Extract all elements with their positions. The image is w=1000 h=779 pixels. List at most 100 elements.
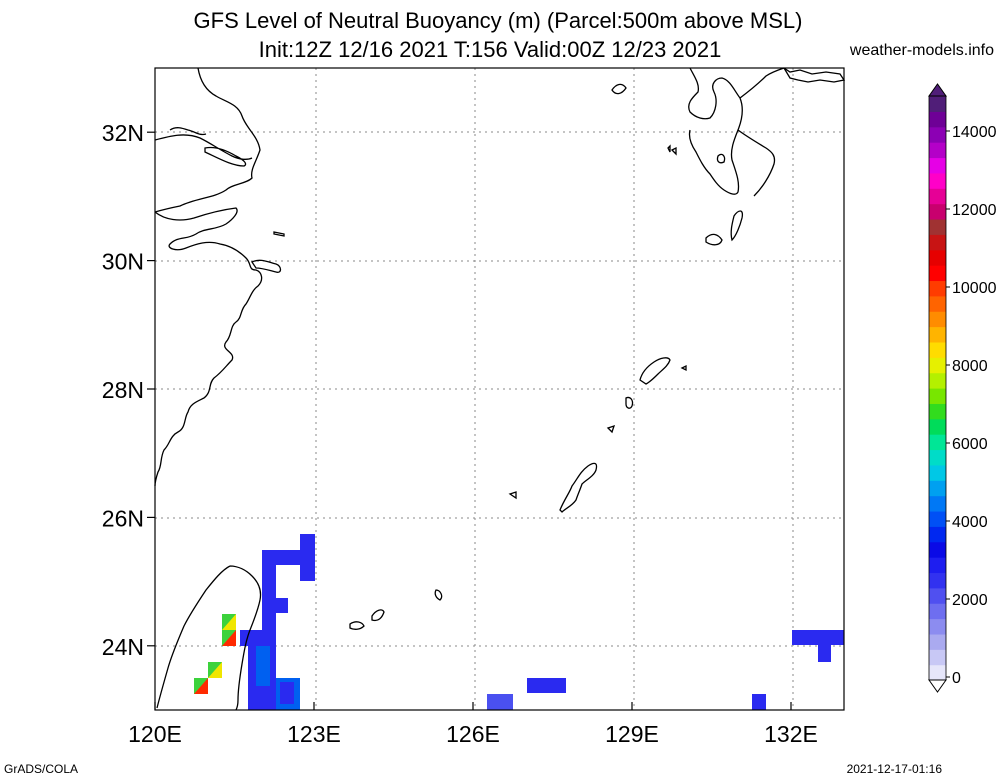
lat-tick-label: 28N <box>102 377 144 403</box>
color-bar-swatch <box>929 572 946 589</box>
coast-isl-2 <box>606 424 616 434</box>
site-credit: weather-models.info <box>849 42 994 59</box>
color-bar-swatch <box>929 541 946 558</box>
coast-taiwan <box>156 565 262 711</box>
lon-tick-label: 123E <box>287 721 341 747</box>
color-bar-swatch <box>929 495 946 512</box>
shade-cell <box>792 630 844 645</box>
color-bar-swatch <box>929 249 946 266</box>
coast-koshiki <box>716 153 726 164</box>
shade-cell <box>818 645 831 662</box>
shade-cell <box>194 678 208 694</box>
coast-miyako <box>349 621 365 630</box>
color-bar: 0 2000 4000 6000 8000 10000 12000 14000 <box>928 83 997 693</box>
color-bar-swatch <box>929 418 946 435</box>
color-bar-swatch <box>929 341 946 358</box>
color-bar-swatch <box>929 188 946 205</box>
coast-isl-nagasaki <box>611 83 627 95</box>
lat-tick-label: 32N <box>102 120 144 146</box>
shade-cell <box>487 694 513 710</box>
coast-yangtze <box>154 134 253 167</box>
coastlines <box>154 67 846 711</box>
color-bar-frame <box>928 95 947 681</box>
shade-cell <box>752 694 766 710</box>
lat-tick-label: 24N <box>102 634 144 660</box>
color-bar-swatch <box>929 280 946 297</box>
coast-yakushima <box>705 233 723 246</box>
coast-goto <box>667 144 677 156</box>
color-bar-label: 2000 <box>952 592 988 609</box>
color-bar-swatch <box>929 649 946 666</box>
coast-isl-3 <box>508 491 517 500</box>
lon-tick-label: 120E <box>128 721 182 747</box>
lon-tick-label: 129E <box>605 721 659 747</box>
color-bar-swatch <box>929 372 946 389</box>
coast-china-north <box>154 67 261 213</box>
map-title: GFS Level of Neutral Buoyancy (m) (Parce… <box>193 8 803 33</box>
coast-amami <box>639 357 671 385</box>
shade-cell <box>208 662 222 678</box>
color-bar-swatch <box>929 111 946 128</box>
buoyancy-shading <box>194 534 844 710</box>
color-bar-swatch <box>929 357 946 374</box>
coast-okinawa <box>559 462 598 513</box>
software-credit: GrADS/COLA <box>4 762 79 776</box>
shade-cell <box>256 646 270 686</box>
color-bar-swatch <box>929 480 946 497</box>
color-bar-swatch <box>929 295 946 312</box>
color-bar-swatch <box>929 449 946 466</box>
lat-tick-label: 30N <box>102 249 144 275</box>
color-bar-swatch <box>929 603 946 620</box>
color-bar-swatch <box>929 557 946 574</box>
coast-isl-5 <box>434 589 443 601</box>
color-bar-swatch <box>929 464 946 481</box>
shade-cell <box>222 630 236 646</box>
coast-kyushu <box>688 67 785 197</box>
lon-tick-label: 132E <box>764 721 818 747</box>
color-bar-swatch <box>929 618 946 635</box>
color-bar-label: 10000 <box>952 280 997 297</box>
shade-cell <box>240 630 262 646</box>
coast-zhoushan <box>251 259 282 273</box>
color-bar-min-arrow <box>928 679 947 693</box>
color-bar-swatch <box>929 526 946 543</box>
shade-cell <box>300 534 315 581</box>
color-bar-swatch <box>929 142 946 159</box>
color-bar-swatch <box>929 126 946 143</box>
color-bar-swatch <box>929 203 946 220</box>
color-bar-swatch <box>929 96 946 112</box>
color-bar-swatch <box>929 234 946 251</box>
lat-tick-label: 26N <box>102 505 144 531</box>
map-subtitle: Init:12Z 12/16 2021 T:156 Valid:00Z 12/2… <box>258 37 722 62</box>
color-bar-label: 6000 <box>952 436 988 453</box>
longitude-axis: 120E 123E 126E 129E 132E <box>128 702 818 747</box>
color-bar-swatch <box>929 587 946 604</box>
latitude-axis: 24N 26N 28N 30N 32N <box>102 120 155 660</box>
color-bar-swatch <box>929 265 946 282</box>
color-bar-swatch <box>929 172 946 189</box>
color-bar-swatch <box>929 326 946 343</box>
shade-cell <box>276 598 288 613</box>
color-bar-label: 12000 <box>952 202 997 219</box>
color-bar-swatch <box>929 633 946 650</box>
color-bar-label: 4000 <box>952 514 988 531</box>
coast-island-a <box>273 231 285 237</box>
color-bar-label: 8000 <box>952 358 988 375</box>
color-bar-swatch <box>929 157 946 174</box>
coast-isl-6 <box>680 364 687 372</box>
shade-cell <box>527 678 566 693</box>
coast-isl-1 <box>625 396 634 409</box>
coast-tanegashima <box>730 210 744 242</box>
run-timestamp: 2021-12-17-01:16 <box>846 762 942 776</box>
color-bar-swatch <box>929 664 946 681</box>
color-bar-swatch <box>929 403 946 420</box>
coast-zhejiang <box>154 207 263 487</box>
lon-tick-label: 126E <box>446 721 500 747</box>
color-bar-swatch <box>929 434 946 451</box>
color-bar-label: 14000 <box>952 124 997 141</box>
color-bar-swatch <box>929 311 946 328</box>
color-bar-max-arrow <box>928 83 947 97</box>
color-bar-swatch <box>929 510 946 527</box>
map-plot-area <box>154 67 846 711</box>
